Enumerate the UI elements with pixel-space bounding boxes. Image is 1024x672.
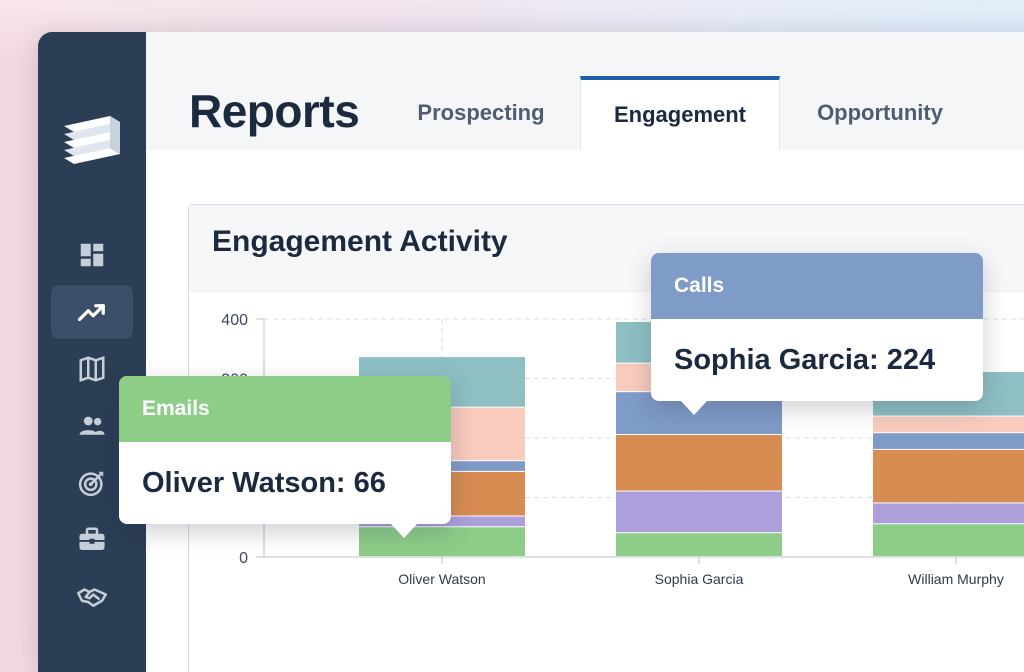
y-tick-label: 400 [221, 312, 248, 329]
emails-tooltip: Emails Oliver Watson: 66 [119, 376, 451, 538]
bar-segment [873, 503, 1024, 524]
x-tick-label: William Murphy [908, 571, 1004, 587]
bar-segment [873, 449, 1024, 503]
bar-segment [359, 527, 525, 556]
emails-tooltip-pointer [391, 524, 417, 538]
calls-tooltip-pointer [681, 401, 707, 415]
calls-tooltip: Calls Sophia Garcia: 224 [651, 253, 983, 415]
page-title: Reports [189, 85, 360, 137]
app-logo-icon [64, 116, 120, 164]
emails-tooltip-value: Oliver Watson: 66 [142, 466, 386, 499]
bar-segment [616, 533, 782, 556]
briefcase-icon [79, 527, 105, 550]
handshake-icon [77, 588, 107, 607]
sidebar-item-partners[interactable] [51, 570, 133, 624]
tab-prospecting[interactable]: Prospecting [417, 100, 545, 125]
bar-segment [616, 435, 782, 491]
x-tick-label: Oliver Watson [398, 571, 485, 587]
sidebar [38, 32, 146, 672]
bar-segment [873, 433, 1024, 449]
people-icon [79, 416, 105, 435]
x-tick-label: Sophia Garcia [655, 571, 744, 587]
page-header: Reports Prospecting Engagement Opportuni… [146, 32, 1024, 150]
sidebar-item-reports[interactable] [51, 285, 133, 339]
bar-segment [873, 416, 1024, 433]
bar-segment [873, 524, 1024, 556]
sidebar-item-dashboard[interactable] [51, 228, 133, 282]
y-tick-label: 0 [239, 550, 248, 567]
calls-tooltip-value: Sophia Garcia: 224 [674, 343, 936, 376]
sidebar-item-deals[interactable] [51, 513, 133, 567]
map-icon [79, 356, 105, 382]
target-icon [78, 471, 104, 497]
calls-tooltip-header: Calls [651, 253, 983, 319]
sidebar-item-map[interactable] [51, 342, 133, 396]
dashboard-icon [80, 243, 104, 267]
tab-opportunity[interactable]: Opportunity [817, 100, 943, 125]
trending-up-icon [77, 304, 105, 322]
card-title: Engagement Activity [212, 225, 508, 258]
bar-segment [616, 491, 782, 533]
sidebar-item-goals[interactable] [51, 456, 133, 510]
tab-engagement[interactable]: Engagement [580, 76, 780, 150]
sidebar-item-people[interactable] [51, 399, 133, 453]
emails-tooltip-header: Emails [119, 376, 451, 442]
